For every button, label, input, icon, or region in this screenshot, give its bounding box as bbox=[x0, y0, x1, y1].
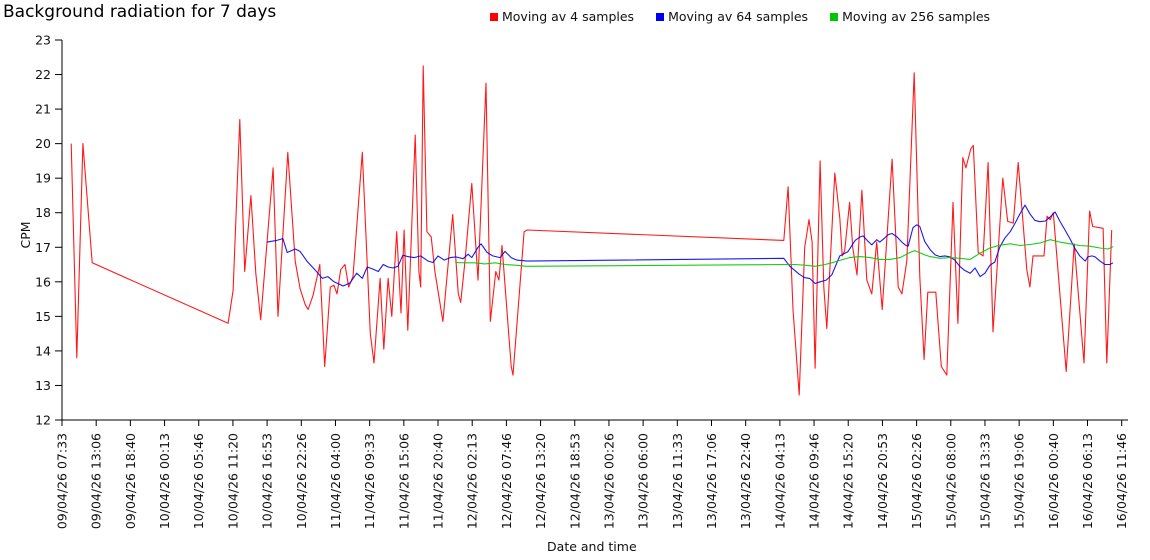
legend-swatch-blue-icon bbox=[656, 12, 665, 21]
legend-swatch-green-icon bbox=[830, 12, 839, 21]
x-tick-label: 16/04/26 00:40 bbox=[1046, 433, 1061, 529]
x-tick-label: 14/04/26 20:53 bbox=[875, 433, 890, 529]
legend-label: Moving av 64 samples bbox=[668, 9, 809, 24]
legend-item-moving-av-4: Moving av 4 samples bbox=[490, 9, 634, 24]
x-tick-label: 11/04/26 20:40 bbox=[431, 433, 446, 529]
series-moving-av-4-samples bbox=[70, 65, 1113, 396]
y-tick-label: 14 bbox=[35, 343, 51, 358]
y-tick-label: 13 bbox=[35, 378, 51, 393]
x-tick-label: 10/04/26 11:20 bbox=[225, 433, 240, 529]
x-tick-label: 12/04/26 07:46 bbox=[499, 433, 514, 529]
x-tick-label: 09/04/26 13:06 bbox=[89, 433, 104, 529]
x-tick-label: 13/04/26 06:00 bbox=[636, 433, 651, 529]
x-axis-title: Date and time bbox=[547, 539, 637, 554]
x-tick-label: 14/04/26 04:13 bbox=[772, 433, 787, 529]
y-axis-title: CPM bbox=[18, 221, 33, 248]
x-tick-label: 12/04/26 18:53 bbox=[567, 433, 582, 529]
x-tick-label: 10/04/26 22:26 bbox=[294, 433, 309, 529]
x-tick-label: 16/04/26 06:13 bbox=[1080, 433, 1095, 529]
x-tick-label: 10/04/26 00:13 bbox=[157, 433, 172, 529]
x-tick-label: 13/04/26 17:06 bbox=[704, 433, 719, 529]
chart-legend: Moving av 4 samples Moving av 64 samples… bbox=[490, 9, 990, 24]
y-tick-label: 16 bbox=[35, 274, 51, 289]
x-tick-label: 13/04/26 22:40 bbox=[738, 433, 753, 529]
y-tick-label: 20 bbox=[35, 136, 51, 151]
legend-label: Moving av 256 samples bbox=[842, 9, 991, 24]
legend-label: Moving av 4 samples bbox=[502, 9, 635, 24]
x-tick-label: 12/04/26 13:20 bbox=[533, 433, 548, 529]
x-tick-label: 11/04/26 04:00 bbox=[328, 433, 343, 529]
x-tick-label: 15/04/26 13:33 bbox=[977, 433, 992, 529]
axes bbox=[61, 40, 1128, 421]
y-tick-label: 15 bbox=[35, 309, 51, 324]
x-tick-label: 15/04/26 02:26 bbox=[909, 433, 924, 529]
x-tick-label: 12/04/26 02:13 bbox=[465, 433, 480, 529]
y-tick-label: 19 bbox=[35, 171, 51, 186]
legend-item-moving-av-256: Moving av 256 samples bbox=[830, 9, 990, 24]
series-moving-av-256-samples bbox=[455, 239, 1114, 267]
y-tick-label: 17 bbox=[35, 240, 51, 255]
x-tick-label: 11/04/26 09:33 bbox=[362, 433, 377, 529]
x-tick-label: 16/04/26 11:46 bbox=[1114, 433, 1129, 529]
x-tick-label: 09/04/26 18:40 bbox=[123, 433, 138, 529]
y-tick-label: 21 bbox=[35, 102, 51, 117]
series-moving-av-64-samples bbox=[266, 204, 1114, 287]
x-tick-label: 11/04/26 15:06 bbox=[396, 433, 411, 529]
y-tick-label: 23 bbox=[35, 33, 51, 48]
legend-item-moving-av-64: Moving av 64 samples bbox=[656, 9, 808, 24]
y-tick-label: 22 bbox=[35, 67, 51, 82]
x-tick-label: 14/04/26 09:46 bbox=[807, 433, 822, 529]
x-tick-label: 14/04/26 15:20 bbox=[841, 433, 856, 529]
y-tick-label: 12 bbox=[35, 413, 51, 428]
x-tick-label: 15/04/26 08:00 bbox=[943, 433, 958, 529]
x-tick-label: 13/04/26 00:26 bbox=[601, 433, 616, 529]
chart-title: Background radiation for 7 days bbox=[3, 2, 277, 22]
legend-swatch-red-icon bbox=[490, 12, 498, 21]
x-tick-label: 09/04/26 07:33 bbox=[55, 433, 70, 529]
y-tick-label: 18 bbox=[35, 205, 51, 220]
x-tick-label: 10/04/26 05:46 bbox=[191, 433, 206, 529]
x-tick-label: 15/04/26 19:06 bbox=[1012, 433, 1027, 529]
x-tick-label: 13/04/26 11:33 bbox=[670, 433, 685, 529]
x-tick-label: 10/04/26 16:53 bbox=[260, 433, 275, 529]
